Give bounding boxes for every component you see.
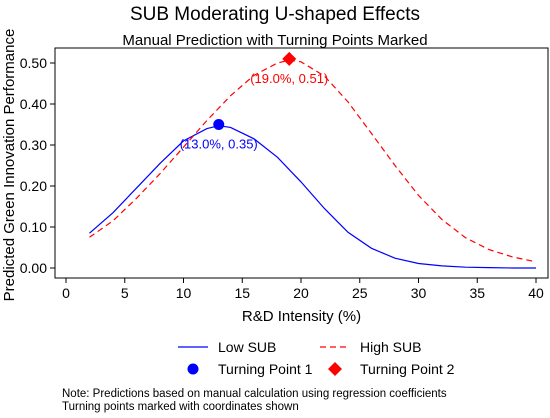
x-tick-label: 5 xyxy=(121,285,129,301)
y-axis-label: Predicted Green Innovation Performance xyxy=(1,29,18,302)
legend-swatch xyxy=(187,363,199,375)
legend-swatch xyxy=(328,362,342,376)
series-line-low-sub xyxy=(89,125,536,269)
chart-note-line: Note: Predictions based on manual calcul… xyxy=(62,388,447,400)
y-tick-label: 0.20 xyxy=(20,178,47,194)
y-tick-label: 0.00 xyxy=(20,260,47,276)
y-tick-label: 0.50 xyxy=(20,55,47,71)
x-tick-label: 30 xyxy=(411,285,427,301)
x-axis-label: R&D Intensity (%) xyxy=(242,308,361,325)
legend-label: Turning Point 2 xyxy=(360,361,455,377)
legend-label: Turning Point 1 xyxy=(218,361,313,377)
legend-label: Low SUB xyxy=(218,339,276,355)
chart-note: Note: Predictions based on manual calcul… xyxy=(62,388,447,414)
turning-point-marker xyxy=(282,51,297,66)
x-tick-label: 0 xyxy=(62,285,70,301)
y-tick-label: 0.30 xyxy=(20,137,47,153)
x-tick-label: 20 xyxy=(293,285,309,301)
y-tick-label: 0.40 xyxy=(20,96,47,112)
series-line-high-sub xyxy=(89,59,537,263)
y-tick-label: 0.10 xyxy=(20,219,47,235)
x-tick-label: 10 xyxy=(176,285,192,301)
chart-title: SUB Moderating U-shaped Effects xyxy=(129,4,421,25)
x-tick-label: 40 xyxy=(528,285,544,301)
x-tick-label: 35 xyxy=(469,285,485,301)
turning-point-label: (19.0%, 0.51) xyxy=(250,71,328,86)
turning-point-marker xyxy=(213,119,225,130)
turning-point-label: (13.0%, 0.35) xyxy=(180,137,258,152)
chart-subtitle: Manual Prediction with Turning Points Ma… xyxy=(122,32,428,49)
x-tick-label: 25 xyxy=(352,285,368,301)
x-tick-label: 15 xyxy=(234,285,250,301)
chart-note-line: Turning points marked with coordinates s… xyxy=(62,401,299,413)
legend-label: High SUB xyxy=(360,339,421,355)
